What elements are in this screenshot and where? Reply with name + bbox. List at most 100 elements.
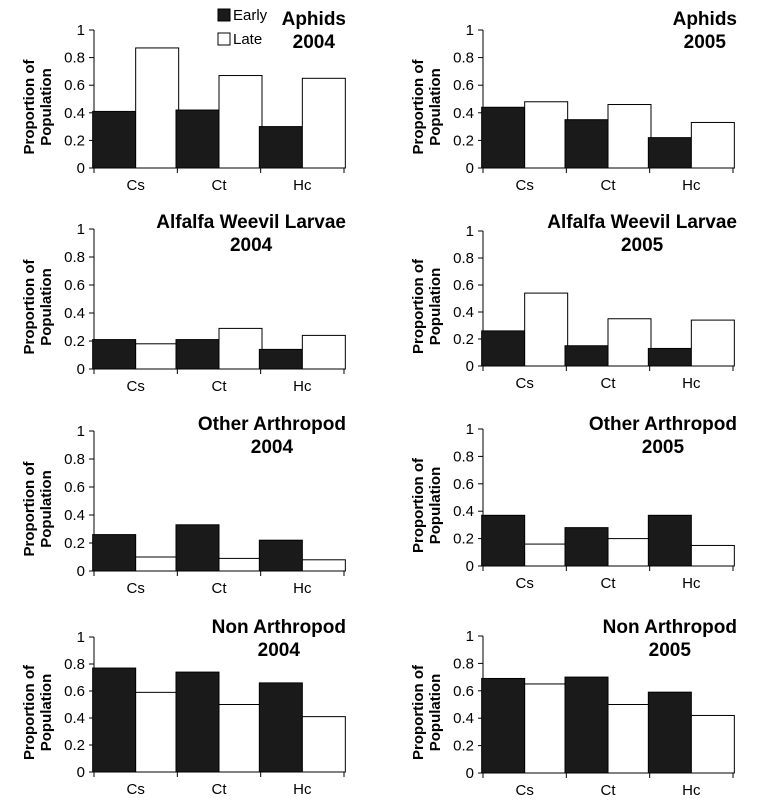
x-tick-label: Cs (515, 375, 533, 392)
chart-subtitle-year: 2005 (684, 32, 727, 53)
y-tick-label: 0.2 (64, 535, 85, 552)
chart-title: Aphids (282, 9, 346, 30)
bar-early (175, 339, 220, 370)
y-tick-label: 1 (466, 223, 474, 240)
y-tick-label: 0.6 (453, 683, 474, 700)
y-tick-label: 0.6 (64, 479, 85, 496)
x-tick-label: Cs (126, 378, 144, 395)
y-tick-label: 0.4 (453, 503, 474, 520)
y-axis-label: Population (38, 470, 55, 548)
bar-early (258, 126, 303, 169)
bar-early (564, 527, 609, 567)
x-tick-label: Ct (601, 782, 617, 799)
y-tick-label: 0.2 (453, 738, 474, 755)
y-axis-label: Population (38, 68, 55, 146)
bar-early (92, 667, 137, 773)
chart-title: Alfalfa Weevil Larvae (547, 212, 737, 233)
y-tick-label: 0.6 (453, 476, 474, 493)
y-tick-label: 0.6 (453, 77, 474, 94)
y-tick-label: 0.2 (453, 331, 474, 348)
y-axis-label: Population (38, 674, 55, 752)
x-tick-label: Ct (601, 375, 617, 392)
chart-subtitle-year: 2004 (258, 640, 301, 661)
bar-late (607, 704, 652, 774)
y-tick-label: 0.8 (64, 249, 85, 266)
chart-panel: 0 0.2 0.4 0.6 0.8 1 Cs Ct Hc Proportion of Populat… (410, 414, 737, 592)
x-tick-label: Hc (682, 782, 701, 799)
x-tick-label: Ct (601, 177, 617, 194)
bar-early (175, 109, 220, 169)
y-tick-label: 0.8 (453, 250, 474, 267)
y-tick-label: 0.2 (453, 531, 474, 548)
bar-late (690, 544, 735, 567)
bar-early (175, 671, 220, 773)
y-tick-label: 0 (466, 160, 474, 177)
legend-label-early: Early (233, 7, 268, 24)
y-axis-label: Proportion of (410, 59, 427, 155)
chart-subtitle-year: 2005 (649, 640, 692, 661)
y-tick-label: 0.6 (64, 277, 85, 294)
chart-subtitle-year: 2005 (621, 235, 664, 256)
x-tick-label: Hc (682, 177, 701, 194)
chart-panel: 0 0.2 0.4 0.6 0.8 1 Cs Ct Hc Proportion of Populat… (21, 414, 346, 597)
y-tick-label: 0 (77, 160, 85, 177)
y-tick-label: 0.8 (64, 50, 85, 67)
x-tick-label: Cs (515, 782, 533, 799)
x-tick-label: Ct (212, 378, 228, 395)
bar-late (301, 77, 346, 169)
y-axis-label: Proportion of (410, 664, 427, 760)
y-tick-label: 0.8 (453, 655, 474, 672)
chart-title: Other Arthropod (589, 414, 737, 435)
y-tick-label: 0.6 (64, 77, 85, 94)
x-tick-label: Hc (293, 378, 312, 395)
y-axis-label: Proportion of (21, 259, 38, 355)
y-tick-label: 0.4 (64, 507, 85, 524)
bar-late (218, 704, 263, 773)
bar-early (175, 524, 220, 572)
legend: Early Late (217, 7, 268, 48)
y-axis-label: Proportion of (410, 258, 427, 354)
bar-late (301, 334, 346, 370)
y-tick-label: 1 (466, 22, 474, 39)
bar-early (258, 539, 303, 572)
bar-late (524, 543, 569, 567)
y-tick-label: 0.4 (453, 105, 474, 122)
y-tick-label: 1 (77, 423, 85, 440)
chart-subtitle-year: 2004 (251, 437, 294, 458)
y-axis-label: Proportion of (21, 664, 38, 760)
y-tick-label: 0 (466, 558, 474, 575)
y-tick-label: 0.2 (64, 333, 85, 350)
bar-late (607, 318, 652, 367)
y-tick-label: 1 (77, 221, 85, 238)
x-tick-label: Cs (126, 781, 144, 798)
legend-label-late: Late (233, 31, 262, 48)
y-tick-label: 0.4 (453, 710, 474, 727)
y-tick-label: 0.8 (453, 50, 474, 67)
bar-late (690, 714, 735, 774)
chart-title: Non Arthropod (603, 617, 737, 638)
bar-late (135, 556, 180, 572)
x-tick-label: Ct (212, 177, 228, 194)
bar-late (690, 121, 735, 169)
bar-late (524, 683, 569, 774)
y-tick-label: 1 (77, 629, 85, 646)
x-tick-label: Hc (293, 177, 312, 194)
y-tick-label: 0.2 (64, 132, 85, 149)
x-tick-label: Hc (293, 781, 312, 798)
y-axis-label: Proportion of (410, 457, 427, 553)
y-tick-label: 0 (466, 765, 474, 782)
bar-late (301, 716, 346, 773)
x-tick-label: Hc (682, 575, 701, 592)
chart-panel: 0 0.2 0.4 0.6 0.8 1 Cs Ct Hc Proportion of Populat… (410, 212, 737, 392)
bar-early (258, 682, 303, 773)
bar-early (92, 339, 137, 370)
bar-early (564, 119, 609, 169)
y-tick-label: 0.4 (64, 105, 85, 122)
y-tick-label: 0.4 (64, 710, 85, 727)
chart-panel: 0 0.2 0.4 0.6 0.8 1 Cs Ct Hc Proportion of Populat… (21, 9, 346, 194)
y-axis-label: Population (427, 268, 444, 346)
bar-late (524, 101, 569, 169)
chart-panel: 0 0.2 0.4 0.6 0.8 1 Cs Ct Hc Proportion of Populat… (21, 617, 346, 798)
y-axis-label: Proportion of (21, 461, 38, 557)
x-tick-label: Cs (126, 177, 144, 194)
